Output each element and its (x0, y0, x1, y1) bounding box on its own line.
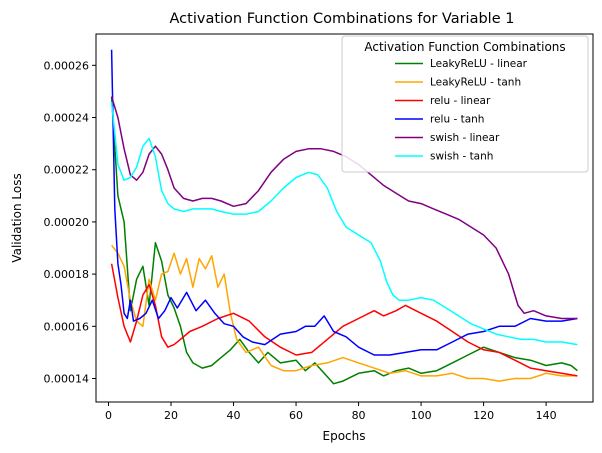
y-tick-label: 0.00016 (44, 320, 90, 333)
plot-area-frame (95, 33, 594, 403)
legend-label-relu-tanh: relu - tanh (430, 114, 484, 126)
y-axis: 0.00014 0.00016 0.00018 0.00020 0.00022 0.000… (44, 59, 96, 386)
x-tick-label: 120 (473, 409, 494, 422)
series-line-relu-tanh (110, 49, 578, 356)
y-tick-label: 0.00024 (44, 112, 90, 125)
series-line-swish-tanh (110, 101, 578, 346)
legend-items: LeakyReLU - linear LeakyReLU - tanh relu -… (395, 58, 528, 163)
y-tick-label: 0.00022 (44, 164, 90, 177)
y-tick-label: 0.00020 (44, 216, 90, 229)
x-tick-label: 60 (289, 409, 303, 422)
series-line-swish-linear (110, 96, 578, 320)
y-axis-label: Validation Loss (10, 173, 24, 262)
y-tick-label: 0.00014 (44, 373, 90, 386)
legend: Activation Function Combinations LeakyRe… (341, 35, 589, 173)
chart-title: Activation Function Combinations for Var… (170, 11, 515, 27)
x-tick-label: 80 (352, 409, 366, 422)
series-layer (110, 49, 578, 385)
legend-label-leakyrelu-tanh: LeakyReLU - tanh (430, 77, 521, 89)
x-tick-label: 40 (227, 409, 241, 422)
series-line-relu-linear (110, 263, 578, 377)
x-tick-label: 0 (105, 409, 112, 422)
legend-label-swish-tanh: swish - tanh (430, 151, 493, 163)
x-axis: 0 20 40 60 80 100 120 140 (105, 402, 557, 422)
legend-label-leakyrelu-linear: LeakyReLU - linear (430, 58, 528, 70)
legend-label-swish-linear: swish - linear (430, 132, 500, 144)
x-tick-label: 100 (411, 409, 432, 422)
legend-title: Activation Function Combinations (364, 40, 565, 54)
x-tick-label: 140 (536, 409, 557, 422)
y-tick-label: 0.00026 (44, 59, 90, 72)
x-tick-label: 20 (164, 409, 178, 422)
x-axis-label: Epochs (323, 429, 366, 443)
series-line-leakyrelu-linear (110, 96, 578, 385)
series-line-leakyrelu-tanh (111, 244, 578, 382)
legend-label-relu-linear: relu - linear (430, 95, 491, 107)
y-tick-label: 0.00018 (44, 268, 90, 281)
